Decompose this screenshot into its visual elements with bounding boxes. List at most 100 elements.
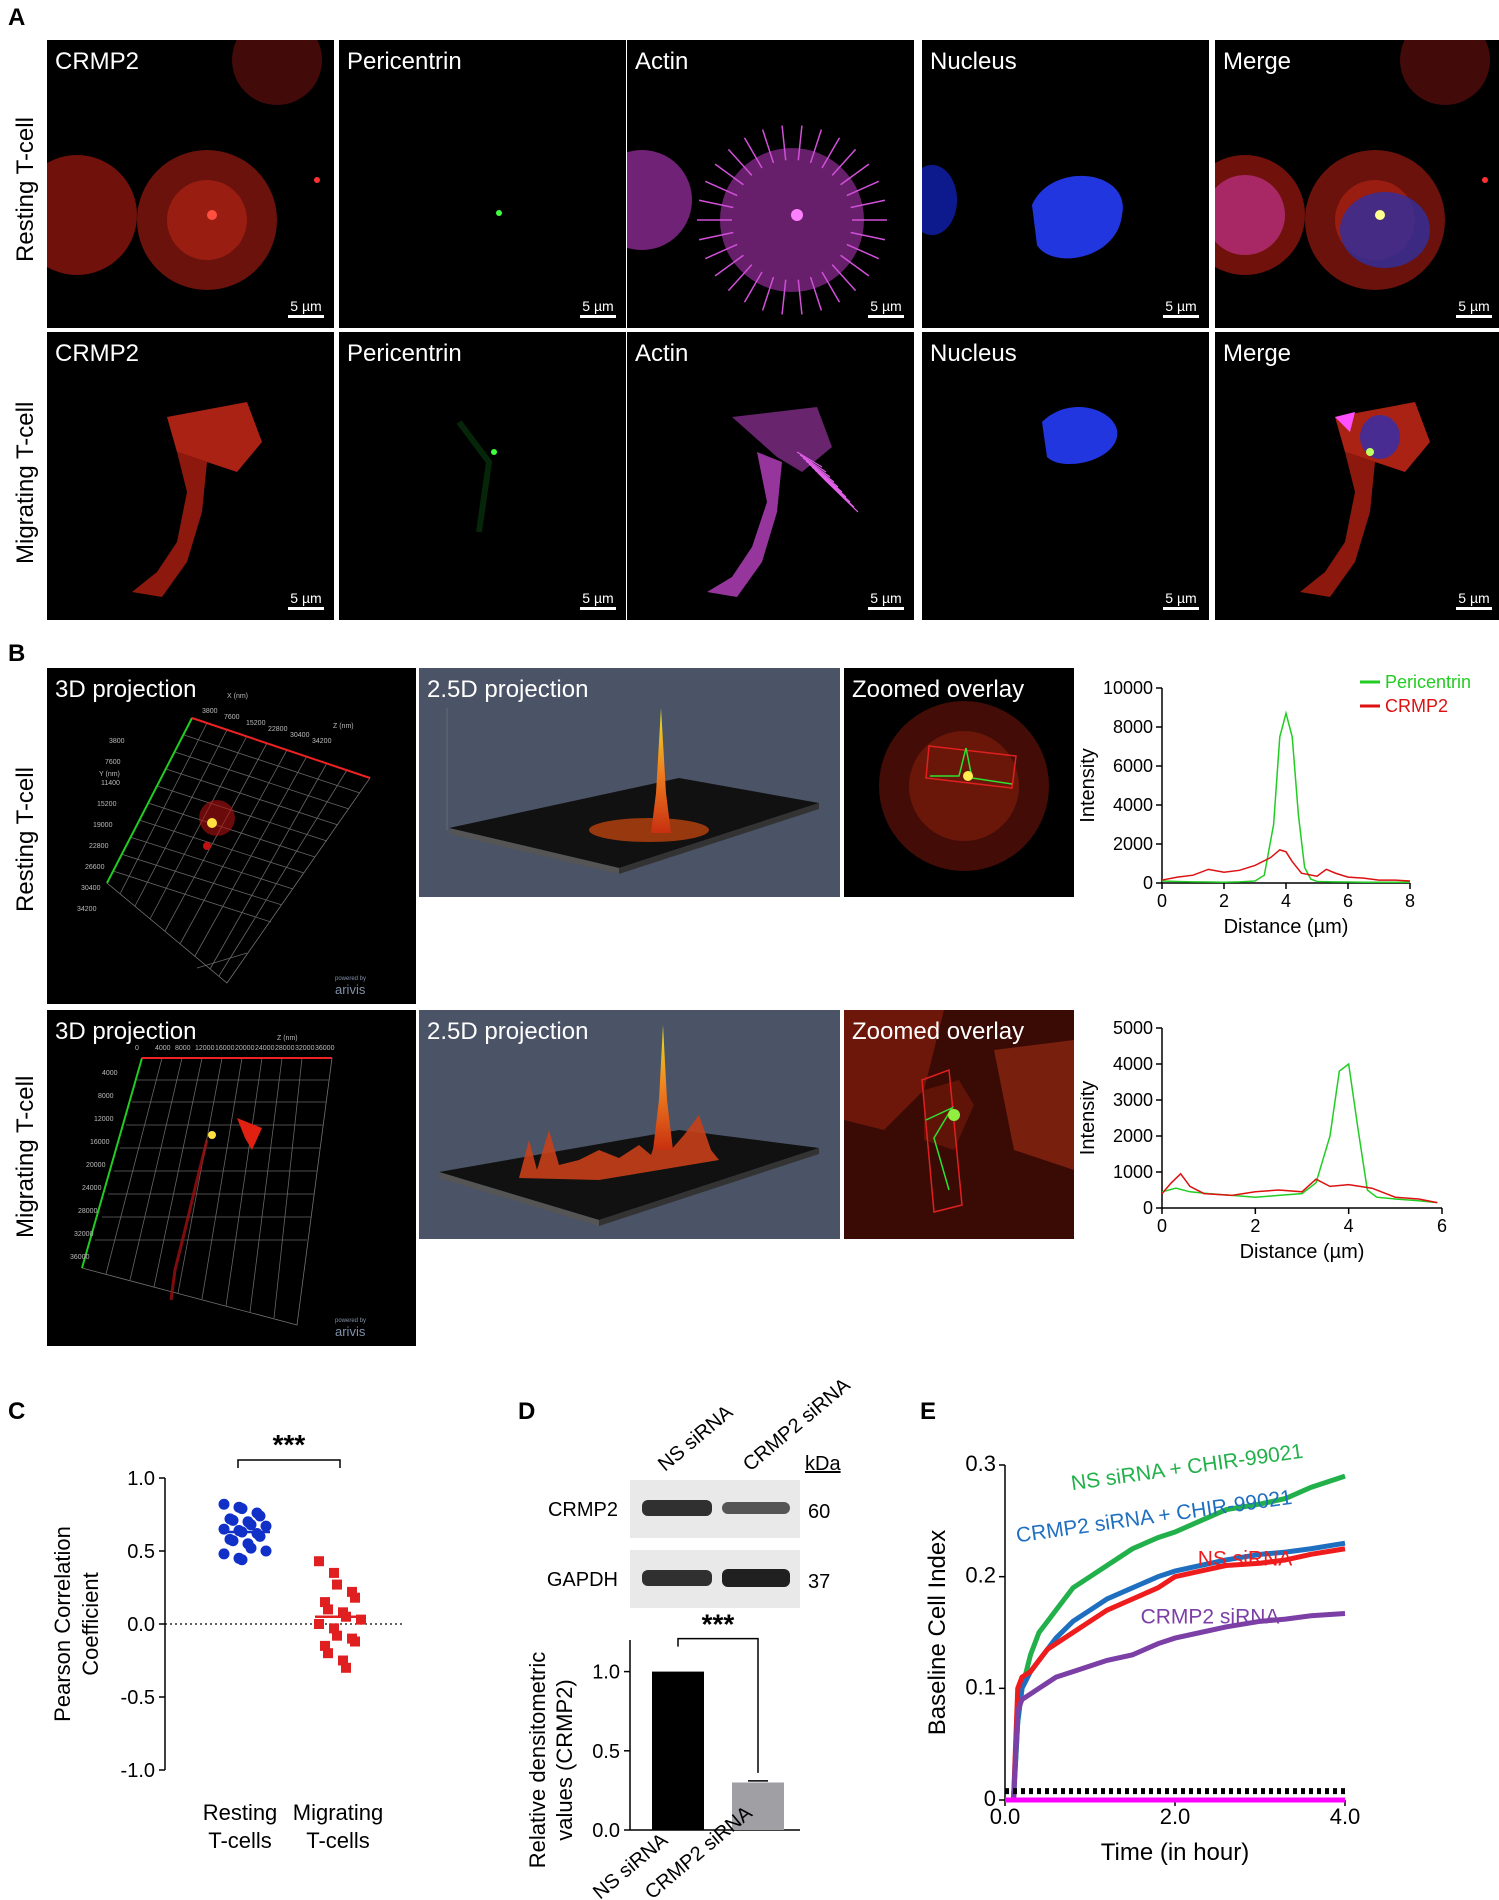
y-tick-label: 1.0 <box>127 1468 155 1490</box>
x-tick-label: 6 <box>1343 891 1353 911</box>
b-migrating-3d-x-tick: 8000 <box>175 1045 191 1052</box>
band-kda: 37 <box>808 1571 830 1593</box>
a-tile-resting-pericentrin: Pericentrin 5 µm <box>339 40 626 328</box>
a-tile-migrating-pericentrin: Pericentrin 5 µm <box>339 332 626 620</box>
x-tick-label: 4 <box>1281 891 1291 911</box>
y-tick-label: 1.0 <box>592 1662 620 1684</box>
y-tick-label: 0.1 <box>965 1674 996 1699</box>
scatter-point <box>314 1556 324 1567</box>
b-migrating-3d-z-axis-tag: Z (nm) <box>277 1035 298 1042</box>
b-resting-3d-y-tick: 26600 <box>85 864 105 871</box>
b-resting-3d-x-tick: 3800 <box>202 708 218 715</box>
a-tile-migrating-actin: Actin 5 µm <box>627 332 914 620</box>
y-tick-label: 10000 <box>1103 678 1153 698</box>
panel-a-row-label-resting: Resting T-cell <box>12 117 39 262</box>
y-tick-label: 6000 <box>1113 756 1153 776</box>
b-migrating-3d-y-tick: 24000 <box>82 1185 102 1192</box>
panel-letter-d: D <box>518 1398 536 1425</box>
b-resting-3d-y-tick: 7600 <box>105 759 121 766</box>
band-label: CRMP2 <box>548 1499 618 1521</box>
a-tile-label: CRMP2 <box>55 48 140 75</box>
band-kda: 60 <box>808 1501 830 1523</box>
scatter-point <box>245 1519 257 1531</box>
y-tick-label: 2000 <box>1113 834 1153 854</box>
scale-bar: 5 µm <box>1456 298 1492 318</box>
y-tick-label: 4000 <box>1113 1054 1153 1074</box>
b-resting-3d-y-tick: 34200 <box>77 906 97 913</box>
series-line-pericentrin <box>1161 1062 1438 1204</box>
legend-label: Pericentrin <box>1385 672 1471 692</box>
a-tile-image <box>1300 402 1430 597</box>
scale-bar: 5 µm <box>1456 590 1492 610</box>
scale-bar: 5 µm <box>288 590 324 610</box>
b-migrating-3d-y-tick: 4000 <box>102 1070 118 1077</box>
x-tick-label: 4 <box>1344 1216 1354 1236</box>
b-migrating-zoomed-image <box>844 1010 1074 1239</box>
y-axis-title: Intensity <box>1080 748 1099 822</box>
y-tick-label: 0.5 <box>592 1741 620 1763</box>
panel-e-cell-index-chart: 0 0.1 0.2 0.3 0.0 2.0 4.0 Time (in hour) Baselin… <box>924 1440 1361 1866</box>
scatter-point <box>227 1535 239 1547</box>
x-tick-label: 2.0 <box>1160 1804 1191 1829</box>
series-line-pericentrin <box>1161 710 1410 883</box>
x-tick-label: 4.0 <box>1330 1804 1361 1829</box>
y-tick-label: 0 <box>1143 1198 1153 1218</box>
b-migrating-3d-label: 3D projection <box>55 1018 197 1045</box>
y-axis-title: Pearson Correlation <box>50 1526 75 1722</box>
b-migrating-3d-projection: Z (nm) 0 4000 8000 12000 16000 20000 24000 2800… <box>47 1010 416 1346</box>
y-axis-title: Relative densitometric <box>525 1652 550 1868</box>
b-migrating-3d-x-tick: 0 <box>135 1045 139 1052</box>
b-resting-zoomed-label: Zoomed overlay <box>852 676 1025 703</box>
b-migrating-3d-x-tick: 24000 <box>255 1045 275 1052</box>
panel-letter-c: C <box>8 1398 26 1425</box>
a-tile-resting-actin: Actin 5 µm <box>627 40 914 328</box>
x-category-label: T-cells <box>306 1828 370 1853</box>
scatter-point <box>338 1655 348 1666</box>
scatter-point <box>329 1567 339 1578</box>
scale-bar: 5 µm <box>868 590 904 610</box>
b-migrating-3d-y-tick: 28000 <box>78 1208 98 1215</box>
a-tile-migrating-crmp2: CRMP2 5 µm <box>47 332 334 620</box>
series-label: NS siRNA <box>1198 1548 1293 1571</box>
y-axis-title: Baseline Cell Index <box>924 1530 951 1735</box>
scatter-point <box>236 1503 248 1515</box>
bar <box>652 1671 704 1830</box>
b-resting-3d-label: 3D projection <box>55 676 197 703</box>
b-migrating-3d-x-tick: 12000 <box>195 1045 215 1052</box>
b-migrating-3d-grid: Z (nm) 0 4000 8000 12000 16000 20000 24000 2800… <box>70 1035 366 1339</box>
b-migrating-25d-surface <box>439 1025 819 1226</box>
b-resting-3d-y-tick: 22800 <box>89 843 109 850</box>
b-resting-3d-y-tick: 19000 <box>93 822 113 829</box>
x-tick-label: 2 <box>1219 891 1229 911</box>
a-tile-label: Nucleus <box>930 48 1017 75</box>
series-line-crmp2-sirna-chir-99021 <box>1005 1540 1346 1803</box>
significance-stars: *** <box>702 1609 735 1640</box>
b-resting-3d-grid: Y (nm) X (nm) Z (nm) 3800760015200228003… <box>77 693 371 997</box>
a-tile-image <box>922 165 1123 259</box>
arivis-watermark-small-2: powered by <box>335 1318 366 1324</box>
scatter-point <box>260 1545 272 1557</box>
scatter-point <box>254 1510 266 1522</box>
b-migrating-3d-x-tick: 4000 <box>155 1045 171 1052</box>
scale-bar: 5 µm <box>580 590 616 610</box>
y-tick-label: 1000 <box>1113 1162 1153 1182</box>
blot-band <box>642 1570 712 1586</box>
b-resting-3d-y-axis-tag: Y (nm) <box>99 771 120 778</box>
x-category-label: T-cells <box>208 1828 272 1853</box>
y-tick-label: 5000 <box>1113 1018 1153 1038</box>
a-tile-image <box>627 125 887 315</box>
y-tick-label: 0.5 <box>127 1541 155 1563</box>
scatter-point <box>218 1548 230 1560</box>
x-tick-label: 0 <box>1157 891 1167 911</box>
x-axis-title: Distance (µm) <box>1224 916 1349 938</box>
b-migrating-3d-y-tick: 12000 <box>94 1116 114 1123</box>
scatter-point <box>323 1604 333 1615</box>
x-tick-label: 6 <box>1437 1216 1447 1236</box>
series-line-crmp2 <box>1161 849 1411 882</box>
b-migrating-3d-y-tick: 16000 <box>90 1139 110 1146</box>
x-tick-label: 8 <box>1405 891 1415 911</box>
b-migrating-intensity-profile-chart: 0 1000 2000 3000 4000 5000 0 2 4 6 Distance (µm) In… <box>1080 1018 1447 1263</box>
scale-bar: 5 µm <box>868 298 904 318</box>
b-migrating-3d-y-tick: 20000 <box>86 1162 106 1169</box>
b-resting-3d-x-tick: 7600 <box>224 714 240 721</box>
